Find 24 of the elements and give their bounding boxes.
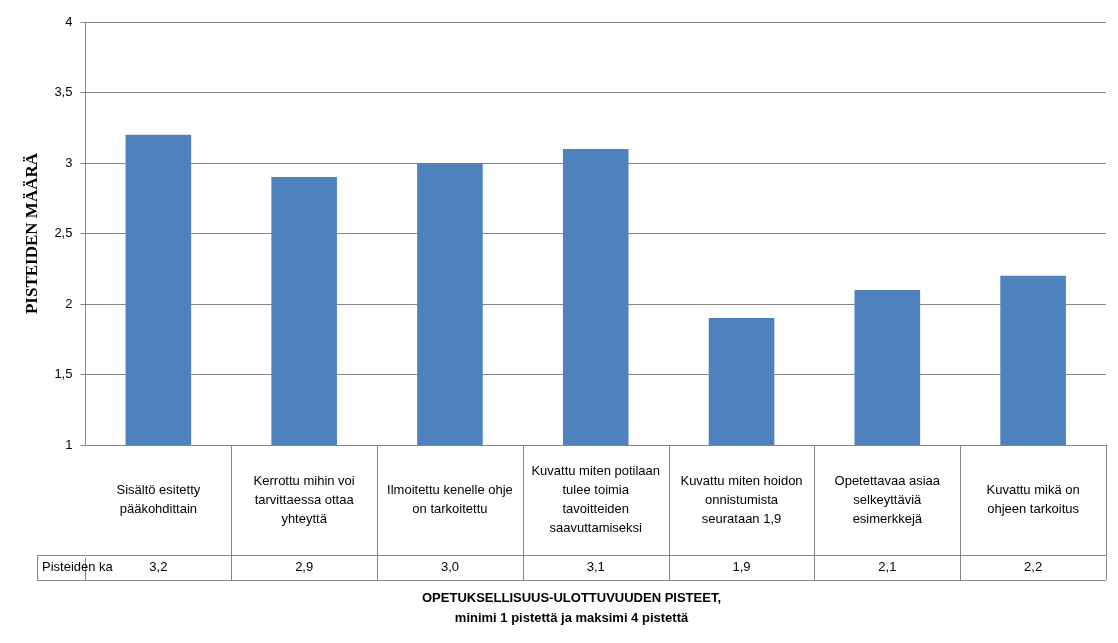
data-label: 1,9: [732, 559, 751, 575]
x-tick-label: Kerrottu mihin voi tarvittaessa ottaa yhteyttä: [253, 472, 355, 526]
y-tick-label: 2,5: [54, 225, 73, 241]
y-tick-label: 3: [65, 154, 73, 170]
x-tick-label: Kuvattu mikä on ohjeen tarkoitus: [986, 482, 1080, 517]
x-tick-label: Kuvattu miten hoidon onnistumista seurataan 1,9: [680, 472, 803, 526]
y-tick-label: 4: [65, 13, 73, 29]
data-label: 3,1: [586, 559, 605, 575]
data-label: 2,9: [295, 559, 314, 575]
x-tick-label: Ilmoitettu kenelle ohje on tarkoitettu: [387, 482, 513, 517]
y-tick-label: 1: [65, 436, 73, 452]
x-tick-label: Kuvattu miten potilaan tulee toimia tavoitteiden saavuttamiseksi: [531, 463, 661, 536]
y-tick-label: 2: [65, 295, 73, 311]
data-label: 3,2: [149, 559, 168, 575]
x-tick-label: Sisältö esitetty pääkohdittain: [116, 482, 201, 517]
data-label: 2,1: [878, 559, 897, 575]
y-tick-label: 1,5: [54, 366, 73, 382]
series-label: Pisteiden ka: [42, 559, 114, 575]
y-tick-label: 3,5: [54, 84, 73, 100]
data-label: 3,0: [440, 559, 459, 575]
data-label: 2,2: [1024, 559, 1043, 575]
y-axis-title: PISTEIDEN MÄÄRÄ: [21, 152, 41, 315]
x-tick-label: Opetettavaa asiaa selkeyttäviä esimerkkejä: [834, 472, 941, 526]
x-axis-title: OPETUKSELLISUUS-ULOTTUVUUDEN PISTEET, minimi 1 pistettä ja maksimi 4 pistettä: [421, 589, 722, 625]
